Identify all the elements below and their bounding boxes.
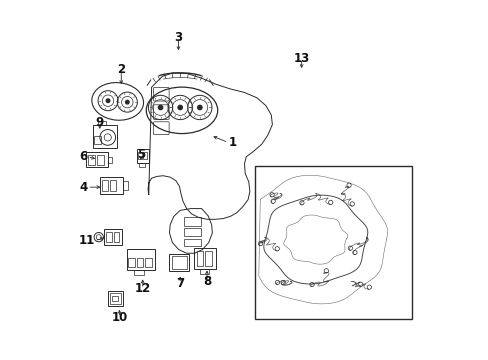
Circle shape <box>178 105 182 110</box>
Bar <box>85 153 107 167</box>
Text: 3: 3 <box>174 31 182 44</box>
Bar <box>100 177 123 194</box>
Bar <box>128 258 135 267</box>
Bar <box>108 291 123 306</box>
Text: 8: 8 <box>203 275 211 288</box>
Text: 11: 11 <box>78 234 94 247</box>
Bar <box>196 251 203 266</box>
Text: 1: 1 <box>228 136 236 149</box>
Bar <box>110 293 121 304</box>
Bar <box>171 256 186 269</box>
Bar <box>93 125 117 148</box>
Text: 12: 12 <box>134 283 150 296</box>
Text: 4: 4 <box>79 181 87 194</box>
Text: 9: 9 <box>96 116 104 129</box>
Bar <box>106 232 112 242</box>
Bar <box>200 269 208 274</box>
Text: 7: 7 <box>176 277 184 290</box>
Circle shape <box>158 105 163 110</box>
Bar <box>184 228 201 236</box>
Circle shape <box>197 105 202 110</box>
Circle shape <box>106 99 110 103</box>
Bar <box>112 296 118 301</box>
Bar <box>123 181 128 190</box>
Text: 10: 10 <box>111 311 127 324</box>
Text: 5: 5 <box>137 148 145 162</box>
Bar <box>169 254 189 271</box>
Bar <box>255 166 411 319</box>
Bar <box>145 258 151 267</box>
Bar <box>138 152 142 159</box>
Bar <box>97 155 104 165</box>
Bar <box>139 163 144 167</box>
Bar <box>104 229 122 245</box>
Bar <box>184 217 201 226</box>
Bar <box>102 180 108 191</box>
Bar <box>184 239 201 247</box>
Bar <box>194 248 216 269</box>
Circle shape <box>125 100 129 104</box>
Bar <box>134 270 144 275</box>
Text: 6: 6 <box>79 150 87 163</box>
Bar <box>110 180 116 191</box>
Bar <box>87 155 95 165</box>
Bar <box>143 152 146 159</box>
Text: 2: 2 <box>117 63 125 76</box>
Bar <box>136 149 149 163</box>
Bar <box>136 258 143 267</box>
Bar <box>107 157 112 163</box>
Bar <box>205 251 211 266</box>
Text: 13: 13 <box>293 52 309 65</box>
Bar <box>114 232 119 242</box>
Bar <box>98 121 106 125</box>
Bar <box>126 249 155 270</box>
Bar <box>94 136 101 144</box>
